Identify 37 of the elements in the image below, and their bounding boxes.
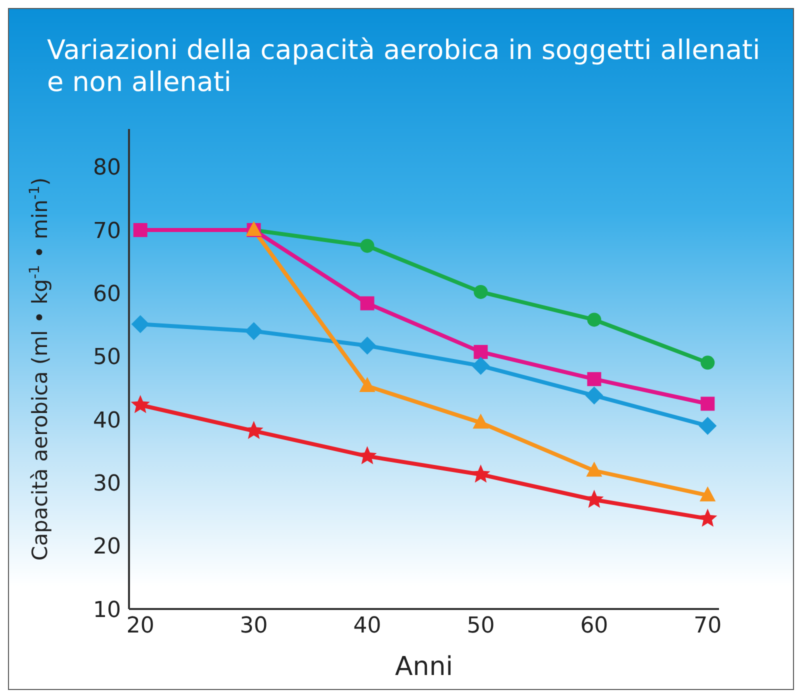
chart-title: Variazioni della capacità aerobica in soggetti allenati e non allenati: [47, 35, 762, 99]
y-tick-label: 80: [93, 156, 121, 181]
y-tick-label: 60: [93, 282, 121, 308]
point: [700, 356, 715, 370]
y-tick-label: 50: [93, 345, 121, 370]
point: [474, 284, 488, 299]
point: [474, 344, 488, 359]
point: [472, 414, 489, 429]
x-axis-title: Anni: [395, 652, 453, 682]
point: [471, 464, 490, 483]
point: [472, 356, 490, 375]
y-tick-label: 20: [93, 534, 121, 560]
point: [244, 322, 263, 340]
point: [360, 238, 374, 253]
point: [700, 396, 715, 411]
point: [586, 462, 602, 477]
point: [359, 377, 376, 392]
y-tick-label: 10: [93, 598, 121, 623]
point: [698, 508, 718, 527]
point: [698, 416, 717, 435]
x-tick-label: 20: [126, 614, 154, 639]
x-tick-label: 70: [694, 614, 722, 639]
x-tick-label: 30: [240, 614, 268, 639]
point: [587, 312, 602, 327]
point: [358, 336, 376, 355]
x-tick-label: 60: [580, 614, 608, 639]
x-tick-label: 50: [466, 614, 495, 639]
x-tick-label: 40: [353, 614, 382, 639]
point: [360, 296, 374, 310]
point: [587, 372, 602, 386]
y-tick-label: 40: [93, 408, 121, 434]
point: [700, 486, 716, 502]
point: [130, 395, 150, 414]
y-tick-label: 30: [93, 471, 121, 496]
y-tick-label: 70: [93, 218, 121, 244]
point: [585, 386, 604, 405]
point: [131, 315, 150, 334]
